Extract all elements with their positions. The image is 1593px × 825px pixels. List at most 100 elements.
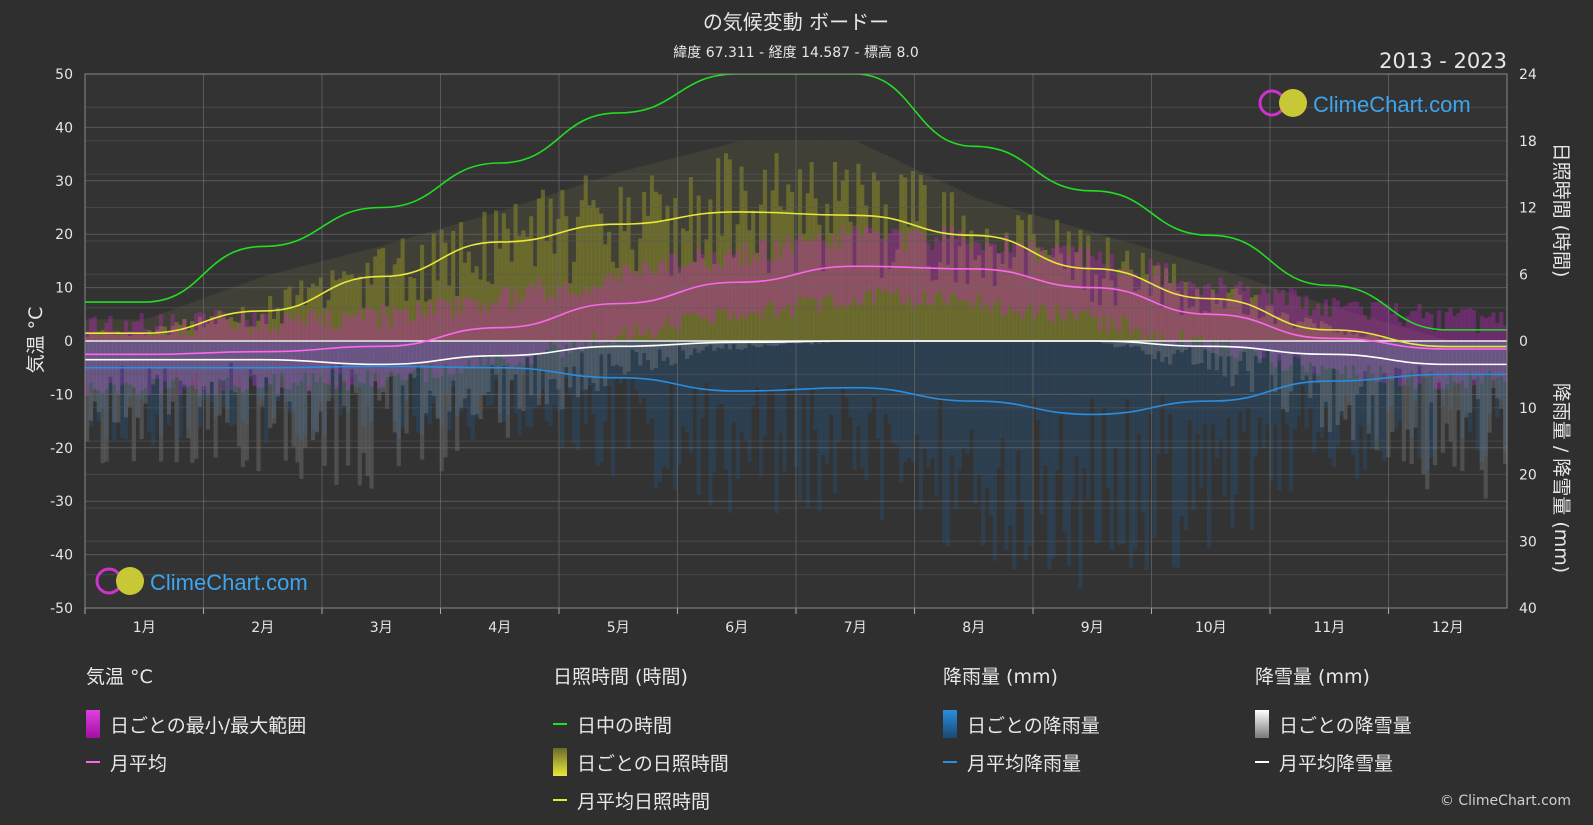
rain-bar bbox=[829, 341, 834, 415]
snow-bar bbox=[159, 341, 164, 462]
sunshine-bar bbox=[159, 325, 164, 341]
rain-bar bbox=[669, 341, 674, 382]
rain-bar bbox=[665, 341, 670, 470]
snow-bar bbox=[1168, 341, 1173, 365]
rain-bar bbox=[1132, 341, 1138, 549]
snow-bar bbox=[1394, 341, 1399, 368]
temp-range-bar bbox=[1281, 289, 1286, 371]
snow-bar bbox=[743, 341, 748, 349]
daylight-bar bbox=[104, 319, 109, 341]
sunshine-bar bbox=[501, 213, 507, 341]
snow-bar bbox=[1136, 341, 1142, 347]
daylight-bar bbox=[575, 185, 581, 341]
temp-range-bar bbox=[1370, 302, 1375, 375]
snow-bar bbox=[1156, 341, 1161, 352]
snow-bar bbox=[1316, 341, 1321, 384]
temp-range-bar bbox=[649, 271, 655, 338]
rain-bar bbox=[1471, 341, 1477, 381]
daylight-bar bbox=[517, 205, 522, 341]
temp-range-bar bbox=[326, 309, 331, 385]
sunshine-bar bbox=[1257, 318, 1262, 341]
snow-bar bbox=[688, 341, 694, 356]
daylight-bar bbox=[112, 319, 117, 341]
temp-range-bar bbox=[821, 241, 826, 298]
x-tick-label: 12月 bbox=[1432, 620, 1464, 636]
daylight-bar bbox=[525, 202, 530, 341]
temp-range-bar bbox=[85, 330, 90, 396]
temp-range-bar bbox=[1043, 255, 1048, 307]
temp-range-bar bbox=[591, 285, 596, 333]
rain-bar bbox=[439, 341, 444, 426]
daylight-bar bbox=[1405, 328, 1410, 341]
snow-bar bbox=[451, 341, 456, 381]
snow-bar bbox=[673, 341, 678, 364]
snow-bar bbox=[770, 341, 775, 346]
snow-bar bbox=[1101, 341, 1107, 344]
rain-bar bbox=[844, 341, 849, 398]
daylight-bar bbox=[560, 190, 565, 341]
temp-range-bar bbox=[1296, 296, 1301, 359]
logo-sun-icon bbox=[1279, 89, 1307, 117]
snow-bar bbox=[653, 341, 658, 369]
rain-bar bbox=[642, 341, 647, 398]
sunshine-bar bbox=[1265, 305, 1270, 341]
daylight-bar bbox=[147, 318, 152, 341]
sunshine-bar bbox=[653, 191, 658, 341]
temp-range-bar bbox=[903, 251, 908, 305]
rain-bar bbox=[918, 341, 923, 511]
sunshine-bar bbox=[930, 280, 935, 341]
sunshine-bar bbox=[1164, 268, 1169, 341]
snow-bar bbox=[225, 341, 230, 423]
snow-bar bbox=[571, 341, 577, 367]
sunshine-bar bbox=[716, 158, 721, 341]
rain-bar bbox=[864, 341, 869, 481]
daylight-bar bbox=[661, 160, 666, 341]
daylight-bar bbox=[1136, 245, 1142, 341]
sunshine-bar bbox=[1121, 261, 1126, 341]
daylight-bar bbox=[599, 178, 604, 341]
temp-range-bar bbox=[431, 313, 436, 378]
sunshine-bar bbox=[486, 281, 491, 341]
sunshine-bar bbox=[513, 203, 518, 341]
rain-bar bbox=[661, 341, 666, 467]
snow-bar bbox=[638, 341, 643, 366]
sunshine-bar bbox=[1148, 295, 1153, 341]
daylight-bar bbox=[1203, 265, 1208, 341]
rain-bar bbox=[1269, 341, 1274, 482]
sunshine-bar bbox=[1051, 257, 1056, 341]
daylight-bar bbox=[1401, 327, 1407, 341]
sunshine-bar bbox=[420, 244, 425, 341]
plot-frame bbox=[84, 73, 1508, 609]
right-bottom-tick-label: 40 bbox=[1519, 601, 1537, 617]
sunshine-bar bbox=[696, 195, 701, 341]
snow-bar bbox=[1132, 341, 1138, 346]
daylight-bar bbox=[1051, 220, 1056, 341]
legend-temp-mean-row: 月平均 bbox=[86, 743, 306, 781]
daylight-bar bbox=[384, 244, 390, 341]
daylight-bar bbox=[1273, 287, 1278, 341]
left-tick-label: 50 bbox=[55, 67, 73, 83]
snow-bar bbox=[575, 341, 581, 398]
daylight-bar bbox=[275, 272, 281, 341]
snow-bar bbox=[174, 341, 179, 463]
legend-sun-mean: 月平均日照時間 bbox=[577, 790, 711, 813]
snow-bar bbox=[513, 341, 518, 375]
temp-range-bar bbox=[497, 295, 503, 354]
temp-range-bar bbox=[388, 327, 394, 372]
sunshine-bar bbox=[833, 161, 838, 341]
daylight-bar bbox=[338, 256, 343, 341]
rain-bar bbox=[96, 341, 101, 422]
temp-range-bar bbox=[1207, 283, 1212, 352]
daylight-bar bbox=[603, 176, 608, 341]
temp-range-bar bbox=[1335, 300, 1340, 371]
x-tick-label: 1月 bbox=[133, 620, 156, 636]
daylight-bar bbox=[423, 233, 429, 341]
sunshine-bar bbox=[1055, 219, 1060, 341]
daylight-bar bbox=[1140, 246, 1145, 341]
period-label: 2013 - 2023 bbox=[1379, 49, 1507, 73]
temp-range-bar bbox=[677, 267, 682, 331]
rain-bar bbox=[1343, 341, 1348, 395]
rain-bar bbox=[984, 341, 990, 489]
daylight-bar bbox=[166, 311, 172, 341]
rain-bar bbox=[494, 341, 499, 380]
